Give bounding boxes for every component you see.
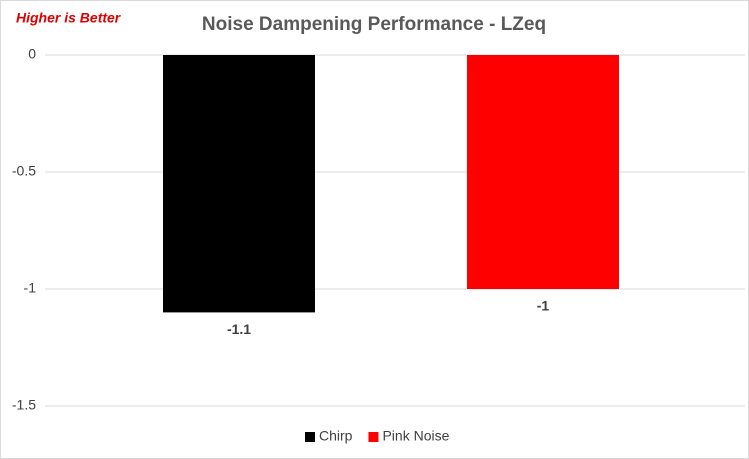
legend-swatch (305, 432, 315, 442)
y-tick-label: -1 (24, 280, 37, 296)
legend-label: Chirp (319, 428, 353, 444)
legend-label: Pink Noise (382, 428, 449, 444)
data-label: -1 (537, 298, 550, 314)
data-label: -1.1 (227, 321, 251, 337)
legend-swatch (368, 432, 379, 442)
y-tick-label: -1.5 (12, 397, 36, 413)
bar (467, 55, 619, 289)
y-tick-label: -0.5 (12, 163, 36, 179)
y-tick-label: 0 (28, 46, 36, 62)
chart-title: Noise Dampening Performance - LZeq (202, 14, 546, 35)
annotation: Higher is Better (16, 10, 122, 26)
bar (163, 55, 315, 313)
